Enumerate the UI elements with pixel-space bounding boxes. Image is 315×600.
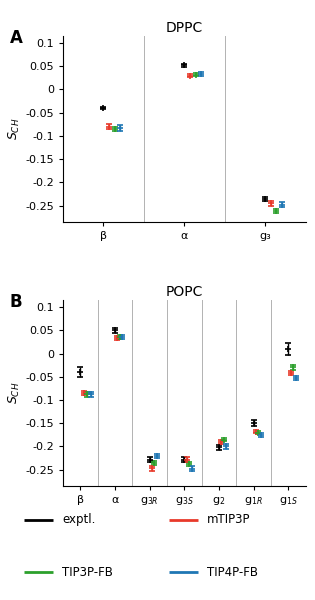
Text: TIP4P-FB: TIP4P-FB bbox=[207, 566, 258, 579]
Text: mTIP3P: mTIP3P bbox=[207, 513, 250, 526]
Title: DPPC: DPPC bbox=[166, 21, 203, 35]
Title: POPC: POPC bbox=[166, 285, 203, 299]
Text: TIP3P-FB: TIP3P-FB bbox=[62, 566, 113, 579]
Text: A: A bbox=[10, 29, 22, 47]
Y-axis label: $S_{CH}$: $S_{CH}$ bbox=[7, 118, 22, 140]
Text: B: B bbox=[10, 293, 22, 311]
Y-axis label: $S_{CH}$: $S_{CH}$ bbox=[7, 382, 22, 404]
Text: exptl.: exptl. bbox=[62, 513, 95, 526]
